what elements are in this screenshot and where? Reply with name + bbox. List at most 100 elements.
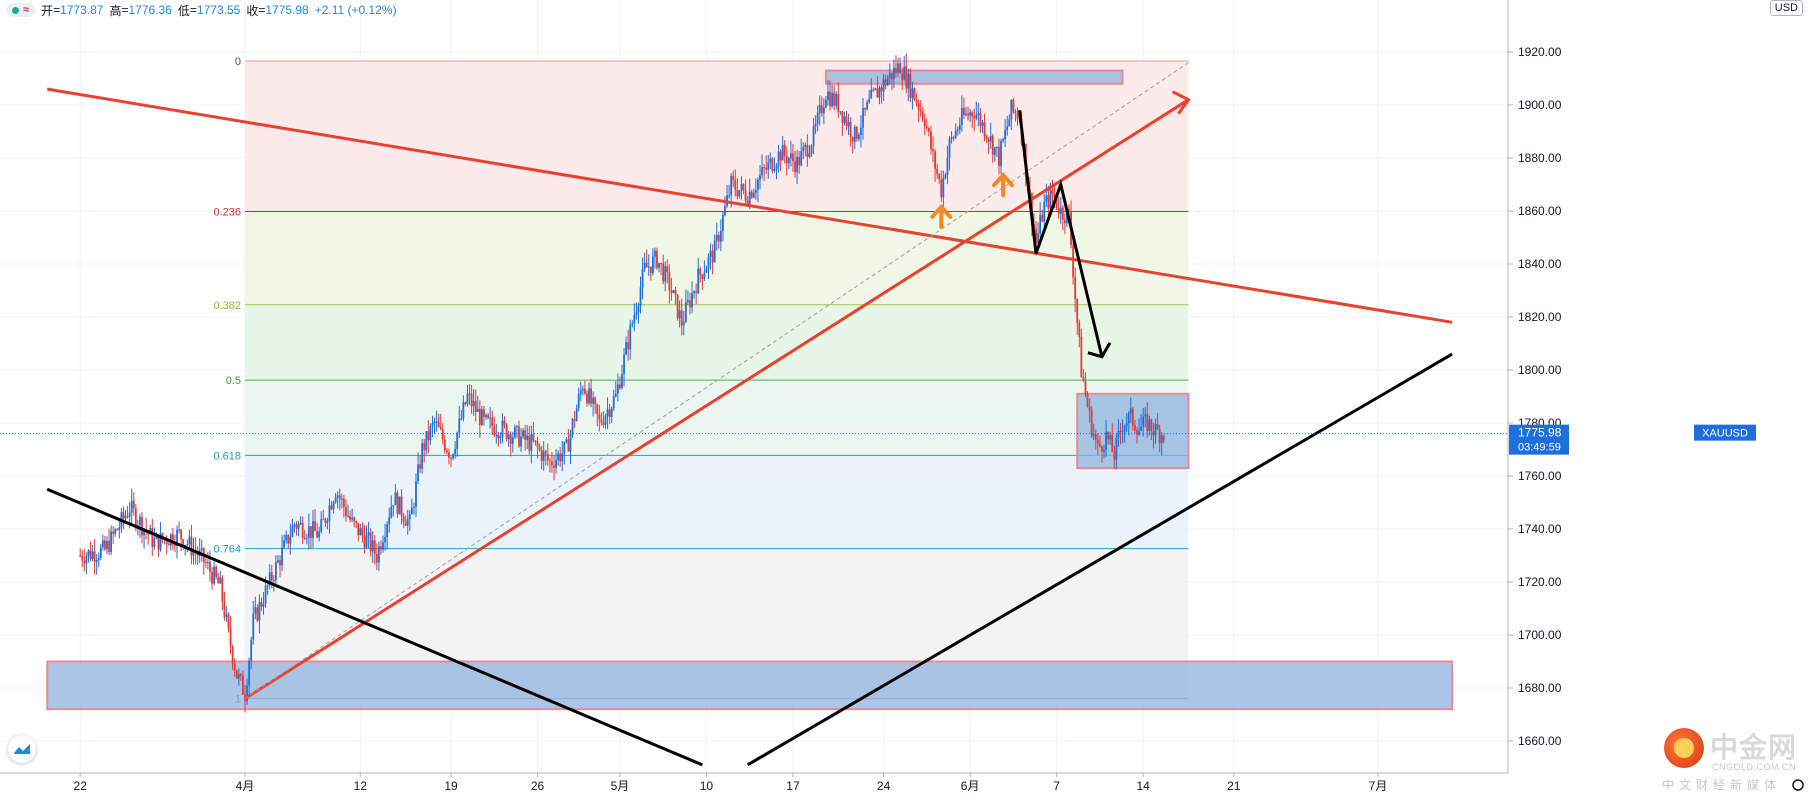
time-tick-label: 24: [877, 779, 891, 793]
candle-body: [641, 268, 644, 288]
candle-body: [544, 451, 547, 455]
red-trendline: [46, 87, 1453, 324]
candle-body: [250, 639, 253, 661]
candle-body: [318, 531, 321, 538]
candle-body: [474, 401, 477, 412]
candle-body: [734, 180, 737, 190]
candle-body: [1127, 413, 1130, 424]
candle-body: [289, 536, 292, 544]
candle-body: [1008, 119, 1011, 127]
candle-body: [1136, 430, 1138, 435]
candle-body: [631, 323, 634, 325]
candle-body: [1086, 393, 1089, 407]
candle-body: [204, 562, 207, 564]
candle-body: [872, 89, 875, 91]
candle-body: [378, 546, 380, 563]
candle-body: [1096, 439, 1099, 444]
candle-body: [172, 534, 174, 545]
candle-body: [513, 427, 516, 438]
candle-body: [697, 268, 700, 294]
candle-body: [260, 602, 263, 607]
candle-body: [522, 430, 524, 437]
candle-body: [334, 497, 337, 503]
time-tick-label: 17: [786, 779, 800, 793]
candle-body: [903, 66, 906, 80]
candle-body: [174, 544, 176, 547]
candle-body: [559, 453, 562, 462]
candle-body: [382, 542, 384, 550]
candle-body: [1063, 219, 1066, 224]
candle-body: [890, 72, 893, 80]
candle-body: [569, 433, 572, 452]
candle-body: [505, 424, 508, 440]
candle-body: [761, 167, 763, 176]
candle-body: [116, 529, 119, 531]
candle-body: [1082, 377, 1085, 382]
candle-body: [584, 388, 586, 394]
tradingview-logo-icon[interactable]: [8, 735, 36, 763]
indicator-chip[interactable]: ≈: [6, 3, 36, 17]
candle-body: [460, 418, 463, 420]
high-label: 高: [109, 3, 122, 18]
candle-body: [264, 585, 267, 605]
candle-body: [1061, 207, 1064, 220]
candle-body: [466, 393, 469, 405]
candle-body: [783, 144, 786, 156]
candle-body: [884, 79, 887, 86]
candle-body: [417, 464, 419, 482]
candle-body: [1154, 423, 1157, 436]
candle-body: [526, 435, 529, 441]
candle-body: [923, 119, 926, 127]
candle-body: [627, 342, 630, 350]
candle-body: [1138, 430, 1140, 435]
price-tick-label: 1740.00: [1518, 522, 1562, 536]
candle-body: [662, 263, 665, 282]
candle-body: [1088, 406, 1091, 411]
candle-body: [965, 113, 967, 116]
price-tick-label: 1880.00: [1518, 151, 1562, 165]
candle-body: [901, 73, 904, 80]
price-tick-label: 1720.00: [1518, 575, 1562, 589]
candle-body: [845, 116, 848, 127]
candle-body: [719, 230, 722, 242]
candle-body: [672, 290, 675, 293]
candle-body: [1142, 416, 1145, 427]
currency-button[interactable]: USD: [1769, 0, 1803, 16]
candle-body: [528, 435, 531, 451]
candle-body: [524, 430, 527, 441]
candle-body: [911, 88, 914, 98]
candle-body: [538, 447, 541, 450]
candle-body: [472, 401, 475, 407]
zone-layer[interactable]: [46, 69, 1454, 711]
candle-body: [211, 571, 213, 584]
candle-body: [975, 114, 978, 119]
candle-body: [396, 492, 399, 515]
time-tick-label: 7月: [1369, 779, 1388, 793]
candle-body: [899, 63, 901, 74]
black-trendline: [746, 352, 1453, 767]
candle-body: [654, 250, 656, 257]
candle-body: [656, 250, 658, 268]
candle-body: [993, 147, 996, 155]
candle-body: [410, 507, 413, 515]
candle-body: [470, 393, 473, 407]
candle-body: [326, 521, 329, 523]
candle-body: [1111, 434, 1114, 452]
candle-body: [1115, 437, 1118, 460]
candle-body: [781, 144, 784, 161]
candle-body: [279, 560, 281, 566]
candle-body: [647, 266, 650, 268]
candle-body: [804, 144, 807, 147]
zigzag-path: [1018, 110, 1104, 358]
candle-body: [355, 521, 358, 523]
candle-body: [413, 506, 415, 508]
candle-body: [565, 439, 568, 443]
candle-body: [629, 324, 632, 350]
price-tick-label: 1860.00: [1518, 204, 1562, 218]
candle-body: [1078, 322, 1081, 337]
trendline-layer[interactable]: [46, 62, 1453, 767]
candle-body: [551, 461, 553, 466]
candle-body: [1006, 126, 1009, 131]
